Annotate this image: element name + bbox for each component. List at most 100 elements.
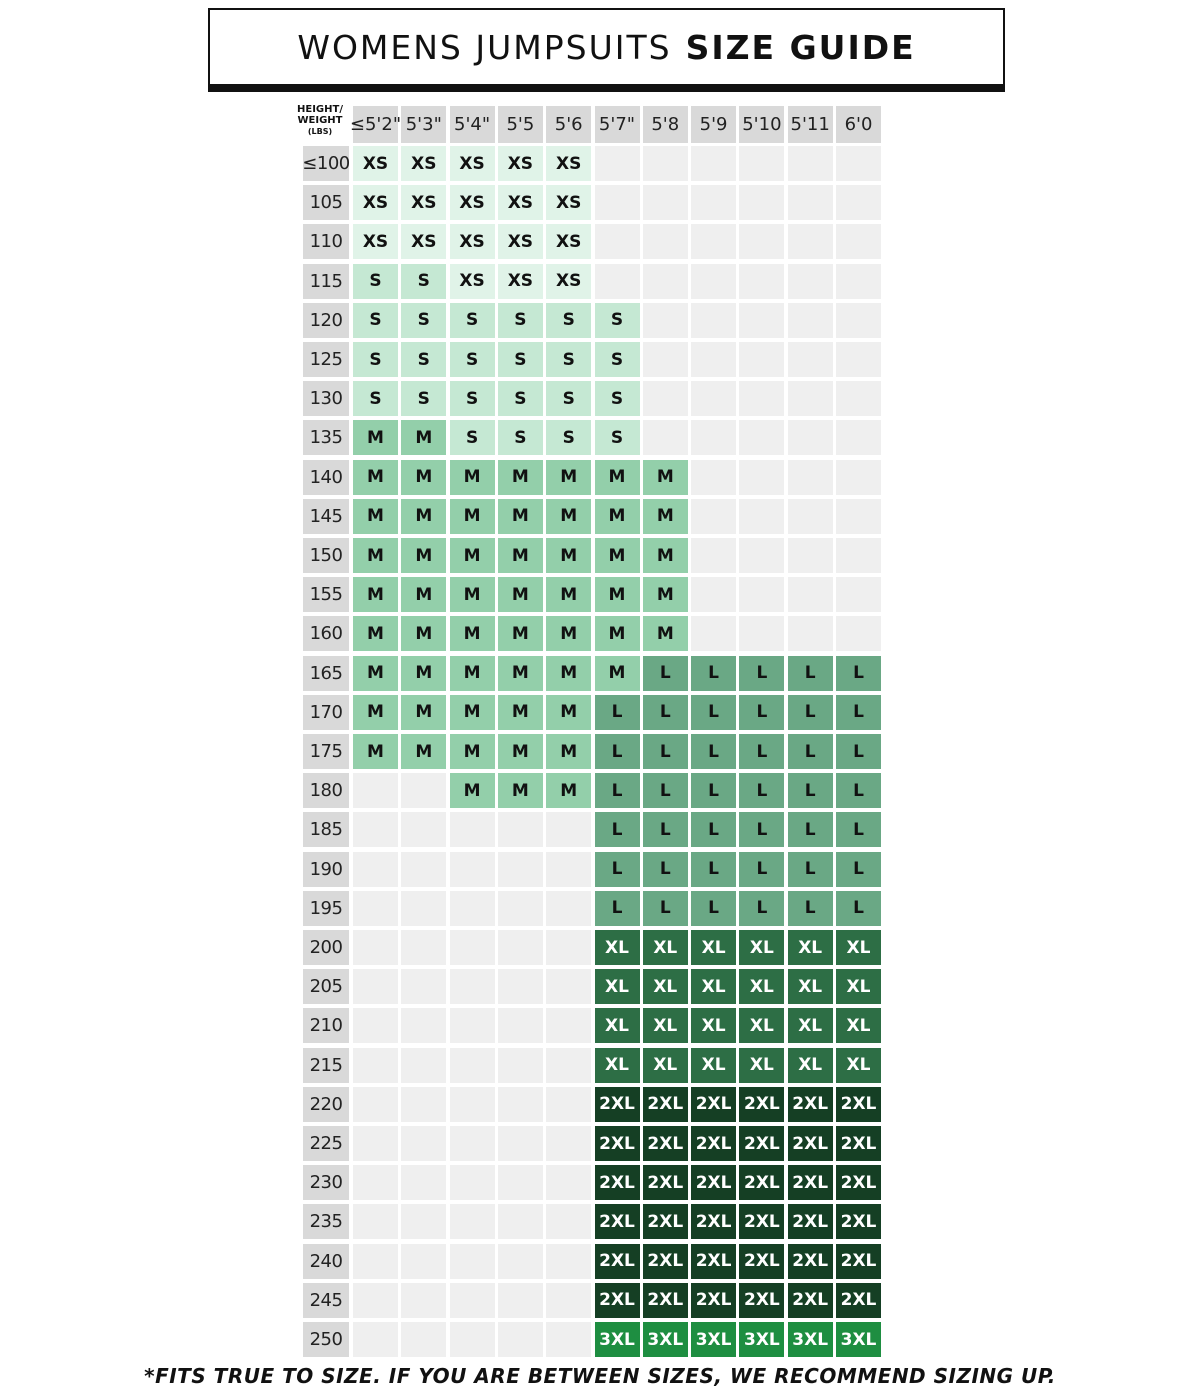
empty-cell <box>836 420 881 456</box>
empty-cell <box>787 616 833 652</box>
size-cell: XS <box>497 224 543 260</box>
size-cell: M <box>594 498 640 534</box>
size-cell: S <box>594 381 640 417</box>
empty-cell <box>739 498 785 534</box>
empty-cell <box>449 1282 495 1318</box>
size-cell: M <box>449 577 495 613</box>
empty-cell <box>546 1047 592 1083</box>
size-cell: M <box>546 773 592 809</box>
size-cell: M <box>546 538 592 573</box>
size-cell: 2XL <box>836 1126 881 1161</box>
corner-line1: HEIGHT/ <box>297 104 343 115</box>
empty-cell <box>497 1008 543 1044</box>
empty-cell <box>691 342 737 377</box>
size-cell: L <box>739 812 785 848</box>
weight-label: 215 <box>303 1047 349 1083</box>
weight-label: 180 <box>303 773 349 809</box>
size-cell: S <box>401 342 447 377</box>
size-cell: M <box>353 655 398 691</box>
empty-cell <box>353 1165 398 1201</box>
weight-label: 195 <box>303 890 349 926</box>
size-cell: L <box>691 655 737 691</box>
height-header: 5'9 <box>691 106 737 143</box>
size-cell: XL <box>691 969 737 1005</box>
corner-line2: WEIGHT <box>297 115 343 126</box>
empty-cell <box>836 146 881 181</box>
empty-cell <box>787 381 833 417</box>
empty-cell <box>691 459 737 495</box>
size-cell: M <box>497 498 543 534</box>
size-cell: S <box>546 302 592 338</box>
empty-cell <box>739 342 785 377</box>
empty-cell <box>739 381 785 417</box>
size-cell: M <box>546 498 592 534</box>
size-cell: XL <box>642 1047 688 1083</box>
size-cell: M <box>401 577 447 613</box>
size-cell: L <box>594 890 640 926</box>
size-cell: M <box>546 577 592 613</box>
size-cell: XL <box>594 1047 640 1083</box>
size-cell: 2XL <box>836 1165 881 1201</box>
size-cell: 2XL <box>594 1165 640 1201</box>
weight-label: 160 <box>303 616 349 652</box>
size-cell: 2XL <box>787 1243 833 1279</box>
empty-cell <box>739 146 785 181</box>
height-header: 5'6 <box>546 106 592 143</box>
size-cell: L <box>739 694 785 730</box>
weight-label: ≤100 <box>302 146 350 181</box>
size-cell: 2XL <box>836 1243 881 1279</box>
size-cell: XL <box>787 1047 833 1083</box>
size-cell: 2XL <box>836 1282 881 1318</box>
empty-cell <box>449 969 495 1005</box>
size-cell: M <box>546 734 592 769</box>
empty-cell <box>546 1282 592 1318</box>
size-cell: M <box>449 655 495 691</box>
empty-cell <box>787 577 833 613</box>
empty-cell <box>353 1008 398 1044</box>
size-cell: 2XL <box>836 1204 881 1240</box>
size-cell: XS <box>353 224 398 260</box>
size-cell: XS <box>401 224 447 260</box>
size-cell: M <box>546 616 592 652</box>
empty-cell <box>353 1204 398 1240</box>
empty-cell <box>594 224 640 260</box>
size-cell: L <box>836 694 881 730</box>
size-cell: XL <box>594 930 640 965</box>
weight-label: 225 <box>303 1126 349 1161</box>
size-cell: XS <box>353 146 398 181</box>
empty-cell <box>739 224 785 260</box>
size-cell: 3XL <box>836 1322 881 1357</box>
empty-cell <box>546 851 592 887</box>
size-cell: L <box>739 773 785 809</box>
size-cell: L <box>642 812 688 848</box>
size-cell: 2XL <box>787 1126 833 1161</box>
size-cell: S <box>353 302 398 338</box>
size-cell: L <box>836 890 881 926</box>
size-cell: XL <box>642 930 688 965</box>
empty-cell <box>594 263 640 299</box>
size-cell: XS <box>449 263 495 299</box>
weight-label: 190 <box>303 851 349 887</box>
size-cell: XL <box>594 1008 640 1044</box>
size-cell: M <box>497 459 543 495</box>
size-cell: XL <box>642 969 688 1005</box>
empty-cell <box>836 342 881 377</box>
empty-cell <box>497 1204 543 1240</box>
size-cell: 2XL <box>739 1204 785 1240</box>
size-cell: 3XL <box>642 1322 688 1357</box>
height-header: 5'8 <box>642 106 688 143</box>
size-cell: L <box>642 694 688 730</box>
size-cell: 2XL <box>594 1126 640 1161</box>
size-cell: L <box>787 812 833 848</box>
weight-label: 105 <box>303 185 349 221</box>
height-header: 5'11 <box>787 106 833 143</box>
height-header: 5'5 <box>497 106 543 143</box>
size-cell: L <box>836 851 881 887</box>
size-cell: S <box>401 381 447 417</box>
empty-cell <box>401 1086 447 1122</box>
size-cell: M <box>401 616 447 652</box>
size-cell: 2XL <box>787 1086 833 1122</box>
size-cell: 2XL <box>739 1126 785 1161</box>
size-cell: XL <box>836 930 881 965</box>
empty-cell <box>546 969 592 1005</box>
